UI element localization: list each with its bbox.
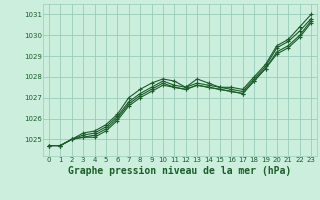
X-axis label: Graphe pression niveau de la mer (hPa): Graphe pression niveau de la mer (hPa) [68, 166, 292, 176]
